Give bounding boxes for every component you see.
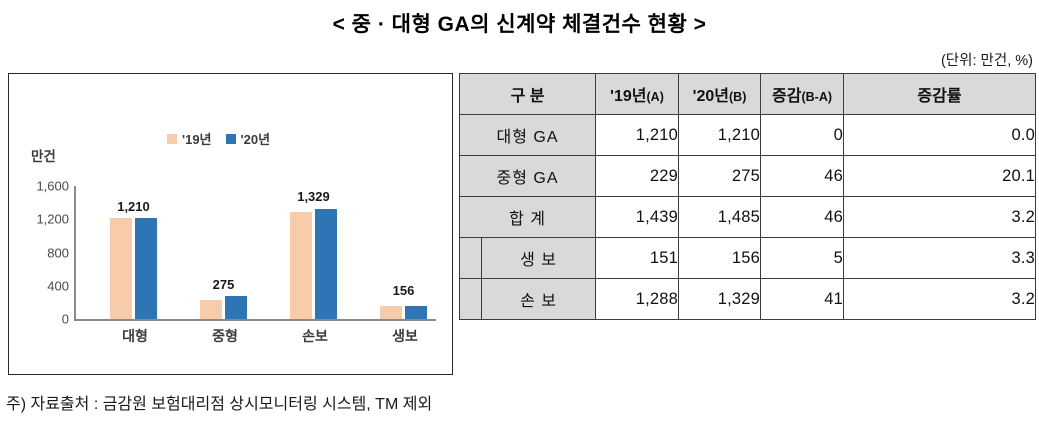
table-row: 대형 GA 1,210 1,210 0 0.0 — [458, 114, 1037, 156]
cell-2019-sonbo: 1,288 — [595, 278, 680, 320]
table-row: 합 계 1,439 1,485 46 3.2 — [458, 196, 1037, 238]
bar-group-1: 275 중형 — [200, 186, 247, 344]
cell-change-total: 46 — [760, 196, 845, 238]
col-header-change: 증감(B-A) — [760, 73, 845, 115]
chart-legend: '19년 '20년 — [167, 129, 270, 148]
table-row: 생 보 151 156 5 3.3 — [459, 237, 1037, 279]
bar-value-label-0: 1,210 — [117, 199, 150, 214]
legend-label-2019: '19년 — [182, 132, 212, 147]
y-axis-line — [74, 186, 76, 319]
col-header-2019: '19년(A) — [595, 73, 680, 115]
x-category-2: 손보 — [302, 328, 328, 344]
row-label-total: 합 계 — [458, 196, 597, 238]
cell-change-junghyeong-ga: 46 — [760, 155, 845, 197]
cell-2019-junghyeong-ga: 229 — [595, 155, 680, 197]
col-header-2020: '20년(B) — [678, 73, 762, 115]
bar-2020-1 — [225, 296, 247, 319]
cell-rate-daehyeong-ga: 0.0 — [843, 114, 1037, 156]
cell-rate-saengbo: 3.3 — [843, 237, 1037, 279]
bar-2019-3 — [380, 306, 402, 319]
cell-2020-junghyeong-ga: 275 — [678, 155, 762, 197]
bar-2020-0 — [135, 218, 157, 319]
cell-2020-total: 1,485 — [678, 196, 762, 238]
y-tick-400: 400 — [47, 278, 69, 294]
footnote: 주) 자료출처 : 금감원 보험대리점 상시모니터링 시스템, TM 제외 — [6, 396, 433, 413]
x-category-0: 대형 — [122, 328, 148, 344]
row-label-junghyeong-ga: 중형 GA — [458, 155, 597, 197]
plot-area: 1,210 대형 275 중형 1,329 손보 156 생보 — [74, 186, 436, 344]
cell-change-sonbo: 41 — [760, 278, 845, 320]
cell-2020-saengbo: 156 — [678, 237, 762, 279]
x-category-1: 중형 — [212, 328, 238, 344]
y-tick-800: 800 — [47, 245, 69, 260]
col-header-category: 구 분 — [458, 73, 597, 115]
cell-2019-saengbo: 151 — [595, 237, 680, 279]
col-header-2019-sup: (A) — [646, 90, 664, 104]
col-header-2020-sup: (B) — [729, 90, 747, 104]
row-indent-spacer — [459, 237, 482, 279]
legend-item-2020: '20년 — [225, 129, 271, 148]
y-axis-tick-labels: 1,600 1,200 800 400 0 — [14, 179, 69, 327]
cell-rate-total: 3.2 — [843, 196, 1037, 238]
cell-rate-junghyeong-ga: 20.1 — [843, 155, 1037, 197]
cell-rate-sonbo: 3.2 — [843, 278, 1037, 320]
col-header-2020-label: '20년 — [692, 88, 729, 105]
y-tick-1600: 1,600 — [36, 178, 69, 194]
x-axis-line — [74, 319, 436, 321]
row-label-daehyeong-ga: 대형 GA — [458, 114, 597, 156]
cell-2020-sonbo: 1,329 — [678, 278, 762, 320]
bar-2020-2 — [315, 208, 337, 319]
cell-change-saengbo: 5 — [760, 237, 845, 279]
bar-group-0: 1,210 대형 — [110, 186, 157, 344]
chart-panel: 만건 '19년 '20년 1,600 1,200 800 400 0 1,210… — [8, 73, 453, 375]
y-tick-0: 0 — [61, 311, 69, 327]
x-category-3: 생보 — [392, 328, 418, 344]
bar-group-3: 156 생보 — [380, 186, 427, 344]
y-tick-1200: 1,200 — [36, 211, 69, 227]
bar-value-label-2: 1,329 — [297, 189, 330, 204]
row-indent-spacer — [459, 278, 482, 320]
bar-2019-1 — [200, 300, 222, 319]
legend-item-2019: '19년 — [167, 129, 212, 148]
cell-2019-total: 1,439 — [595, 196, 680, 238]
bar-2020-3 — [405, 306, 427, 319]
cell-2020-daehyeong-ga: 1,210 — [678, 114, 762, 156]
row-label-saengbo: 생 보 — [480, 237, 597, 279]
bar-value-label-3: 156 — [392, 283, 415, 298]
legend-label-2020: '20년 — [240, 132, 271, 147]
statistics-table: 구 분 '19년(A) '20년(B) 증감(B-A) 증감률 대형 GA 1,… — [458, 73, 1037, 320]
bar-group-2: 1,329 손보 — [290, 186, 337, 344]
col-header-2019-label: '19년 — [610, 88, 647, 105]
unit-note: (단위: 만건, %) — [940, 53, 1033, 69]
col-header-rate: 증감률 — [843, 73, 1037, 115]
col-header-change-sup: (B-A) — [801, 90, 833, 104]
row-label-sonbo: 손 보 — [480, 278, 597, 320]
legend-swatch-2020 — [225, 133, 236, 144]
legend-swatch-2019 — [167, 133, 177, 144]
page-title: < 중 · 대형 GA의 신계약 체결건수 현황 > — [332, 13, 707, 36]
cell-2019-daehyeong-ga: 1,210 — [595, 114, 680, 156]
bar-value-label-1: 275 — [212, 277, 235, 292]
cell-change-daehyeong-ga: 0 — [760, 114, 845, 156]
chart-unit-label: 만건 — [31, 149, 56, 164]
col-header-change-label: 증감 — [772, 88, 802, 105]
table-header-row: 구 분 '19년(A) '20년(B) 증감(B-A) 증감률 — [458, 73, 1037, 115]
table-row: 중형 GA 229 275 46 20.1 — [458, 155, 1037, 197]
table-row: 손 보 1,288 1,329 41 3.2 — [459, 278, 1037, 320]
bar-2019-0 — [110, 218, 132, 319]
bar-2019-2 — [290, 211, 312, 319]
